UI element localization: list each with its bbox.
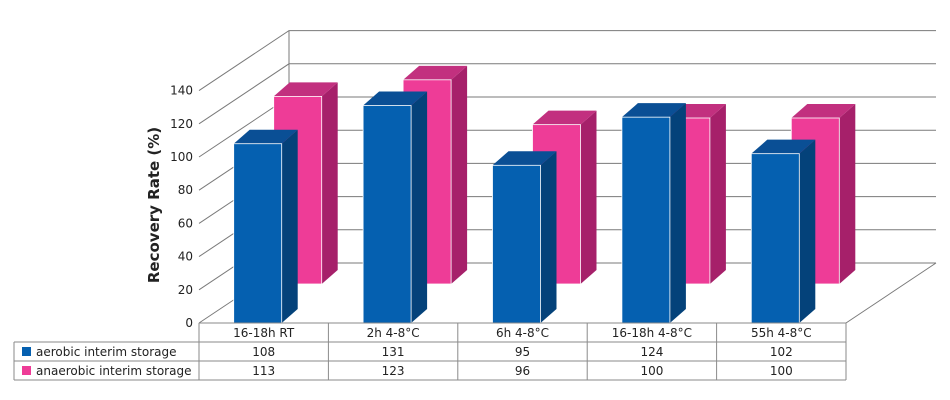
bar-aerobic — [750, 153, 800, 324]
data-value-cell: 102 — [770, 345, 793, 359]
bar-aerobic-top — [751, 139, 816, 154]
gridline — [198, 30, 936, 92]
bar-anaerobic-side — [451, 65, 468, 284]
y-tick-label: 0 — [185, 316, 193, 330]
y-tick-label: 100 — [170, 150, 193, 164]
data-value-cell: 100 — [770, 364, 793, 378]
data-value-cell: 100 — [640, 364, 663, 378]
y-tick-label: 80 — [178, 183, 193, 197]
y-tick-label: 60 — [178, 216, 193, 230]
bar-aerobic-top — [621, 103, 686, 118]
y-tick-label: 40 — [178, 250, 193, 264]
bar-aerobic — [233, 143, 283, 324]
data-value-cell: 124 — [640, 345, 663, 359]
data-value-cell: 95 — [515, 345, 530, 359]
floor-right-edge — [845, 262, 937, 324]
bar-aerobic-top — [363, 91, 428, 106]
bar-aerobic — [362, 105, 412, 324]
data-value-cell: 131 — [382, 345, 405, 359]
bar-aerobic — [492, 164, 541, 324]
legend-label: anaerobic interim storage — [36, 364, 191, 378]
bar-aerobic-side — [799, 139, 816, 323]
bar-anaerobic-side — [321, 82, 338, 284]
bar-anaerobic-top — [403, 65, 468, 80]
legend-swatch — [22, 366, 31, 375]
data-value-cell: 123 — [382, 364, 405, 378]
bar-aerobic-side — [411, 91, 428, 323]
x-category-label: 16-18h RT — [233, 326, 295, 340]
data-value-cell: 108 — [252, 345, 275, 359]
x-category-label: 16-18h 4-8°C — [612, 326, 692, 340]
bar-anaerobic-top — [532, 110, 597, 125]
bar-aerobic-top — [492, 151, 557, 166]
bar-aerobic-side — [669, 103, 686, 323]
legend-label: aerobic interim storage — [36, 345, 177, 359]
x-category-label: 6h 4-8°C — [496, 326, 549, 340]
data-value-cell: 96 — [515, 364, 530, 378]
bar-anaerobic-side — [580, 110, 597, 284]
bar-aerobic — [621, 116, 671, 324]
y-tick-label: 140 — [170, 84, 193, 98]
x-category-label: 55h 4-8°C — [751, 326, 812, 340]
bar-anaerobic-top — [791, 104, 856, 118]
bar-anaerobic-top — [273, 82, 338, 97]
bar-anaerobic-side — [839, 104, 856, 284]
gridline — [198, 63, 936, 125]
bar-anaerobic-side — [709, 104, 726, 284]
bar-aerobic-side — [281, 129, 298, 323]
y-tick-label: 120 — [170, 117, 193, 131]
x-category-label: 2h 4-8°C — [367, 326, 420, 340]
y-tick-label: 20 — [178, 283, 193, 297]
y-axis-label: Recovery Rate (%) — [145, 127, 163, 283]
legend-swatch — [22, 347, 31, 356]
data-value-cell: 113 — [252, 364, 275, 378]
bar-aerobic-side — [540, 151, 557, 323]
bar-aerobic-top — [233, 129, 298, 144]
